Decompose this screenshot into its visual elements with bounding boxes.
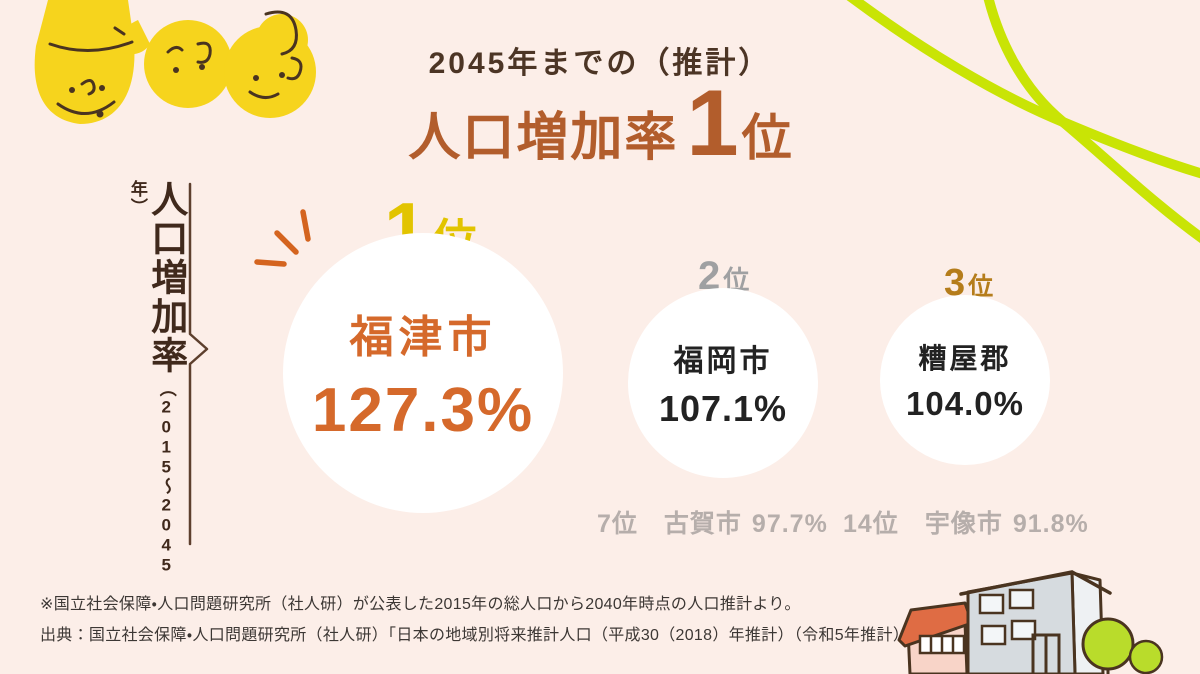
page-subtitle: 2045年までの（推計） bbox=[428, 47, 772, 80]
subrank-7-value: 97.7% bbox=[751, 510, 828, 538]
subrank-7: 7位 古賀市 97.7% bbox=[597, 512, 828, 537]
page-title-rank-unit: 位 bbox=[741, 110, 792, 166]
rank3-value: 104.0% bbox=[906, 385, 1024, 422]
subrank-14-rank: 14位 bbox=[843, 510, 899, 538]
footnote-note: ※国立社会保障・人口問題研究所（社人研）が公表した2015年の総人口から2040… bbox=[40, 596, 801, 613]
rank1-circle: 福津市 127.3% bbox=[283, 233, 563, 513]
rank2-city: 福岡市 bbox=[673, 345, 773, 378]
page-title-text: 人口増加率 bbox=[408, 109, 679, 167]
rank1-value: 127.3% bbox=[311, 375, 535, 445]
footnote-source: 出典：国立社会保障・人口問題研究所（社人研）「日本の地域別将来推計人口（平成30… bbox=[40, 627, 983, 644]
subrank-7-rank: 7位 bbox=[597, 510, 638, 538]
rank3-number: 3 bbox=[944, 262, 966, 304]
rank3-city: 糟屋郡 bbox=[918, 343, 1012, 374]
rank3-circle: 糟屋郡 104.0% bbox=[880, 295, 1050, 465]
rank2-value: 107.1% bbox=[658, 388, 788, 429]
rank2-circle: 福岡市 107.1% bbox=[628, 288, 818, 478]
rank2-number: 2 bbox=[698, 254, 721, 298]
subrank-7-city: 古賀市 bbox=[663, 510, 742, 538]
axis-label-main: 人口増加率 bbox=[145, 180, 187, 375]
rank2-label: 2 位 bbox=[698, 256, 749, 296]
buildings-illustration bbox=[897, 570, 1164, 674]
rank1-city: 福津市 bbox=[349, 312, 497, 362]
page-title: 人口増加率 1 位 bbox=[0, 76, 1200, 170]
subrank-14-city: 宇像市 bbox=[924, 510, 1003, 538]
axis-label: 人口増加率 （2015～2045年） bbox=[127, 180, 187, 580]
subrank-14: 14位 宇像市 91.8% bbox=[843, 512, 1089, 537]
rank3-label: 3 位 bbox=[944, 264, 993, 302]
page-title-rank-number: 1 bbox=[686, 70, 739, 175]
subrank-14-value: 91.8% bbox=[1012, 510, 1089, 538]
axis-label-period: （2015～2045年） bbox=[127, 180, 176, 576]
